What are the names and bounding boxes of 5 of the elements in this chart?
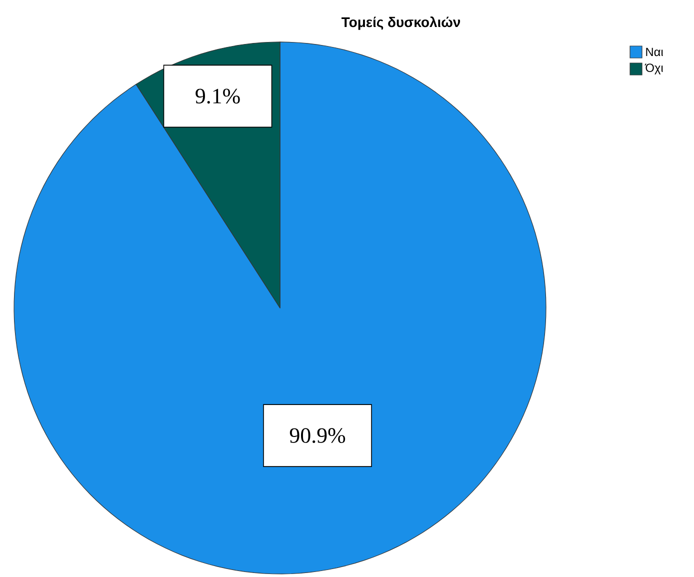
- legend-label: Όχι: [644, 64, 664, 74]
- data-label: 9.1%: [196, 88, 240, 104]
- legend-label: Ναι: [646, 48, 664, 56]
- data-label: 90.9%: [290, 428, 346, 444]
- chart-title: Τομείς δυσκολιών: [342, 16, 460, 30]
